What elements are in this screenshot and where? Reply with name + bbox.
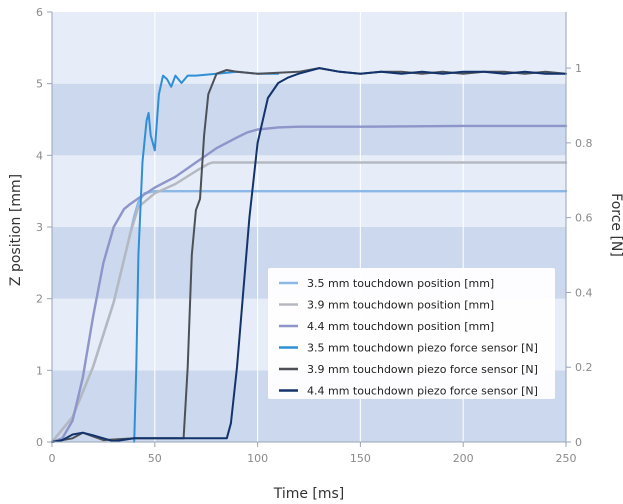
legend-label: 3.5 mm touchdown piezo force sensor [N] bbox=[307, 342, 538, 355]
x-tick-label: 250 bbox=[556, 452, 577, 465]
series-line bbox=[50, 161, 568, 444]
y-axis-left-label: Z position [mm] bbox=[8, 174, 24, 286]
series-line bbox=[51, 67, 567, 443]
legend-label: 4.4 mm touchdown position [mm] bbox=[307, 320, 494, 333]
y-left-tick-label: 0 bbox=[36, 436, 43, 449]
legend-label: 3.9 mm touchdown position [mm] bbox=[307, 299, 494, 312]
y-right-tick-label: 0 bbox=[575, 436, 582, 449]
y-left-tick-label: 3 bbox=[36, 221, 43, 234]
y-right-tick-label: 1 bbox=[575, 62, 582, 75]
series-line bbox=[50, 124, 568, 444]
axes bbox=[47, 11, 571, 447]
y-left-tick-label: 4 bbox=[36, 149, 43, 162]
legend-label: 3.5 mm touchdown position [mm] bbox=[307, 277, 494, 290]
legend-box bbox=[268, 268, 555, 399]
y-right-tick-label: 0.6 bbox=[575, 212, 593, 225]
tick-labels: 0 50 100 150 200 250 0 1 2 3 4 5 6 0 0.2 0.4 0.6 0.8 1 bbox=[36, 6, 593, 465]
x-tick-label: 150 bbox=[350, 452, 371, 465]
y-right-tick-label: 0.2 bbox=[575, 361, 593, 374]
y-right-tick-label: 0.4 bbox=[575, 286, 593, 299]
y-left-tick-label: 2 bbox=[36, 293, 43, 306]
y-axis-right-label: Force [N] bbox=[608, 193, 623, 257]
y-right-tick-label: 0.8 bbox=[575, 137, 593, 150]
x-tick-label: 100 bbox=[247, 452, 268, 465]
series-layer bbox=[50, 67, 568, 444]
y-left-tick-label: 5 bbox=[36, 78, 43, 91]
legend-label: 4.4 mm touchdown piezo force sensor [N] bbox=[307, 385, 538, 398]
x-tick-label: 0 bbox=[49, 452, 56, 465]
series-line bbox=[133, 70, 280, 443]
y-left-tick-label: 6 bbox=[36, 6, 43, 19]
legend: 3.5 mm touchdown position [mm] 3.9 mm tou… bbox=[268, 268, 555, 399]
plot-band bbox=[52, 83, 566, 156]
x-tick-label: 50 bbox=[148, 452, 162, 465]
legend-label: 3.9 mm touchdown piezo force sensor [N] bbox=[307, 363, 538, 376]
y-left-tick-label: 1 bbox=[36, 364, 43, 377]
x-axis-label: Time [ms] bbox=[273, 486, 345, 502]
x-tick-label: 200 bbox=[453, 452, 474, 465]
